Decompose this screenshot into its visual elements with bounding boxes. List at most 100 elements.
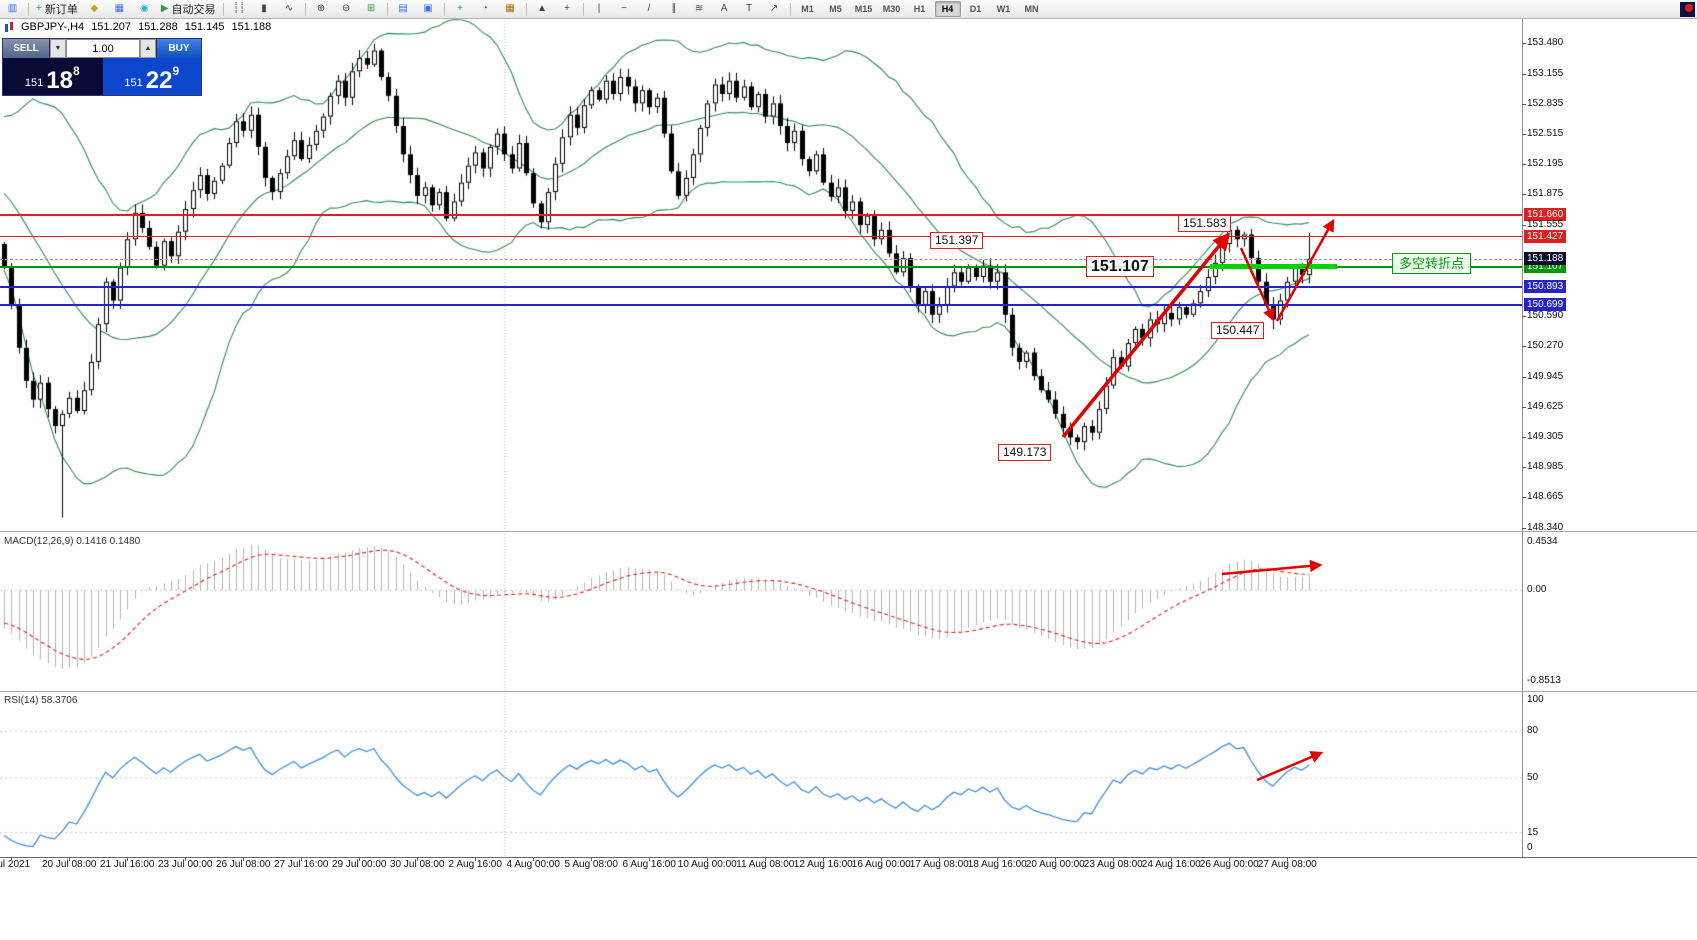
horizontal-line-button[interactable]: − bbox=[613, 1, 636, 18]
price-tick-label: 149.625 bbox=[1527, 400, 1564, 412]
arrows-button[interactable]: ↗ bbox=[763, 1, 786, 18]
price-annotation-bottom: 149.173 bbox=[998, 444, 1052, 461]
price-tick-label: 151.875 bbox=[1527, 188, 1564, 200]
price-annotation-mid: 151.397 bbox=[930, 232, 984, 249]
price-tick-mark bbox=[1522, 406, 1526, 408]
level-line-150.699[interactable] bbox=[0, 304, 1522, 307]
time-axis-label: 20 Jul 08:00 bbox=[42, 859, 97, 870]
buy-price-tile[interactable]: 151 22 9 bbox=[102, 58, 201, 95]
rsi-scale-label: 100 bbox=[1527, 694, 1544, 705]
timeframe-mn-button[interactable]: MN bbox=[1024, 4, 1039, 14]
market-watch-button[interactable]: ▦ bbox=[108, 1, 131, 18]
text-icon: A bbox=[720, 3, 728, 14]
cursor-button[interactable]: ▲ bbox=[531, 1, 554, 18]
new-chart-button[interactable]: ▥ bbox=[1, 1, 24, 18]
volume-increase-button[interactable]: ▲ bbox=[140, 39, 156, 58]
timeframe-m5-button[interactable]: M5 bbox=[829, 4, 842, 14]
toolbar-separator bbox=[28, 2, 29, 16]
time-axis-label: 20 Aug 00:00 bbox=[1025, 859, 1085, 870]
level-line-150.893[interactable] bbox=[0, 286, 1522, 289]
time-tick-mark bbox=[1229, 857, 1231, 861]
macd-rsi-separator[interactable] bbox=[0, 691, 1697, 692]
timeframe-m15-button[interactable]: M15 bbox=[854, 4, 873, 14]
strategy-navigator-button[interactable]: ◉ bbox=[133, 1, 156, 18]
crosshair-button[interactable]: + bbox=[556, 1, 579, 18]
timeframe-d1-button[interactable]: D1 bbox=[969, 4, 982, 14]
time-tick-mark bbox=[1055, 857, 1057, 861]
periods-button[interactable]: ◔ bbox=[474, 1, 497, 18]
price-tick-mark bbox=[1522, 103, 1526, 105]
candlestick-chart-type-icon: ▮ bbox=[261, 3, 267, 14]
timeframe-m1-button[interactable]: M1 bbox=[801, 4, 814, 14]
zoom-in-button[interactable]: ⊕ bbox=[310, 1, 333, 18]
time-axis-label: 26 Aug 00:00 bbox=[1199, 859, 1259, 870]
fibonacci-icon: ≋ bbox=[694, 3, 704, 14]
price-tick-mark bbox=[1522, 497, 1526, 499]
indicators-button[interactable]: + bbox=[449, 1, 472, 18]
level-line-151.107[interactable] bbox=[0, 265, 1522, 268]
buy-price-prefix: 151 bbox=[124, 77, 143, 89]
time-axis-label: 12 Aug 16:00 bbox=[793, 859, 853, 870]
price-annotation-pivot: 151.107 bbox=[1086, 256, 1154, 277]
time-tick-mark bbox=[823, 857, 825, 861]
notification-box[interactable] bbox=[1680, 1, 1695, 17]
price-tick-mark bbox=[1522, 194, 1526, 196]
toolbar-buttons: ▥ + 新订单 ◆ ▦ ◉ ▶ 自动交易 ┆┆ ▮ ∿ ⊕ ⊖ ⊞ ▤ ▣ + ◔ ▦ ▲ + | − / ∥ ≋ A T ↗ bbox=[0, 1, 794, 18]
time-tick-mark bbox=[185, 857, 187, 861]
mql-wizard-button[interactable]: ◆ bbox=[83, 1, 106, 18]
sell-price-tile[interactable]: 151 18 8 bbox=[3, 58, 102, 95]
volume-decrease-button[interactable]: ▼ bbox=[50, 39, 66, 58]
new-window-button[interactable]: ▣ bbox=[417, 1, 440, 18]
bar-open-value: 151.207 bbox=[91, 21, 131, 33]
time-axis-label: 16 Aug 00:00 bbox=[851, 859, 911, 870]
auto-scroll-button[interactable]: ⊞ bbox=[360, 1, 383, 18]
time-tick-mark bbox=[1113, 857, 1115, 861]
price-tick-mark bbox=[1522, 345, 1526, 347]
buy-price-main: 22 bbox=[145, 67, 173, 94]
trendline-button[interactable]: / bbox=[638, 1, 661, 18]
level-line-151.660[interactable] bbox=[0, 213, 1522, 216]
vertical-line-button[interactable]: | bbox=[588, 1, 611, 18]
timeframe-h4-button[interactable]: H4 bbox=[934, 1, 961, 17]
time-axis-label: 2 Aug 16:00 bbox=[448, 859, 502, 870]
bar-low-value: 151.145 bbox=[184, 21, 225, 33]
mql-wizard-icon: ◆ bbox=[90, 3, 99, 14]
tile-windows-button[interactable]: ▤ bbox=[392, 1, 415, 18]
toolbar-separator bbox=[304, 2, 306, 16]
timeframe-h1-button[interactable]: H1 bbox=[913, 4, 926, 14]
timeframe-m30-button[interactable]: M30 bbox=[882, 4, 901, 14]
timeframe-w1-button[interactable]: W1 bbox=[996, 4, 1011, 14]
level-price-label: 150.699 bbox=[1524, 298, 1567, 312]
price-tick-label: 148.985 bbox=[1527, 461, 1564, 473]
level-line-151.427[interactable] bbox=[0, 236, 1522, 238]
templates-button[interactable]: ▦ bbox=[499, 1, 522, 18]
bar-chart-type-button[interactable]: ┆┆ bbox=[228, 1, 251, 18]
price-tick-label: 149.305 bbox=[1527, 430, 1564, 442]
main-macd-separator[interactable] bbox=[0, 531, 1697, 532]
pivot-level-segment[interactable] bbox=[1210, 264, 1337, 270]
zoom-out-button[interactable]: ⊖ bbox=[335, 1, 358, 18]
candlestick-chart-type-button[interactable]: ▮ bbox=[253, 1, 276, 18]
volume-input[interactable] bbox=[66, 39, 140, 58]
fibonacci-button[interactable]: ≋ bbox=[688, 1, 711, 18]
market-watch-icon: ▦ bbox=[114, 3, 125, 14]
sell-button[interactable]: SELL bbox=[3, 39, 50, 58]
text-label-button[interactable]: T bbox=[738, 1, 761, 18]
price-chart-canvas[interactable] bbox=[0, 18, 1522, 857]
price-tick-label: 148.665 bbox=[1527, 491, 1564, 503]
buy-button[interactable]: BUY bbox=[156, 39, 201, 58]
time-tick-mark bbox=[939, 857, 941, 861]
time-tick-mark bbox=[1171, 857, 1173, 861]
zoom-in-icon: ⊕ bbox=[316, 3, 326, 14]
autotrading-button[interactable]: ▶ 自动交易 bbox=[158, 1, 219, 18]
price-tick-label: 149.945 bbox=[1527, 370, 1564, 382]
equidistant-channel-button[interactable]: ∥ bbox=[663, 1, 686, 18]
new-order-button[interactable]: + 新订单 bbox=[33, 1, 81, 18]
text-button[interactable]: A bbox=[713, 1, 736, 18]
bar-chart-type-icon: ┆┆ bbox=[233, 3, 246, 14]
line-chart-type-button[interactable]: ∿ bbox=[278, 1, 301, 18]
time-tick-mark bbox=[1287, 857, 1289, 861]
pivot-note-annotation: 多空转折点 bbox=[1392, 253, 1472, 274]
rsi-indicator-label: RSI(14) 58.3706 bbox=[4, 695, 78, 706]
rsi-scale-label: 15 bbox=[1527, 826, 1539, 838]
